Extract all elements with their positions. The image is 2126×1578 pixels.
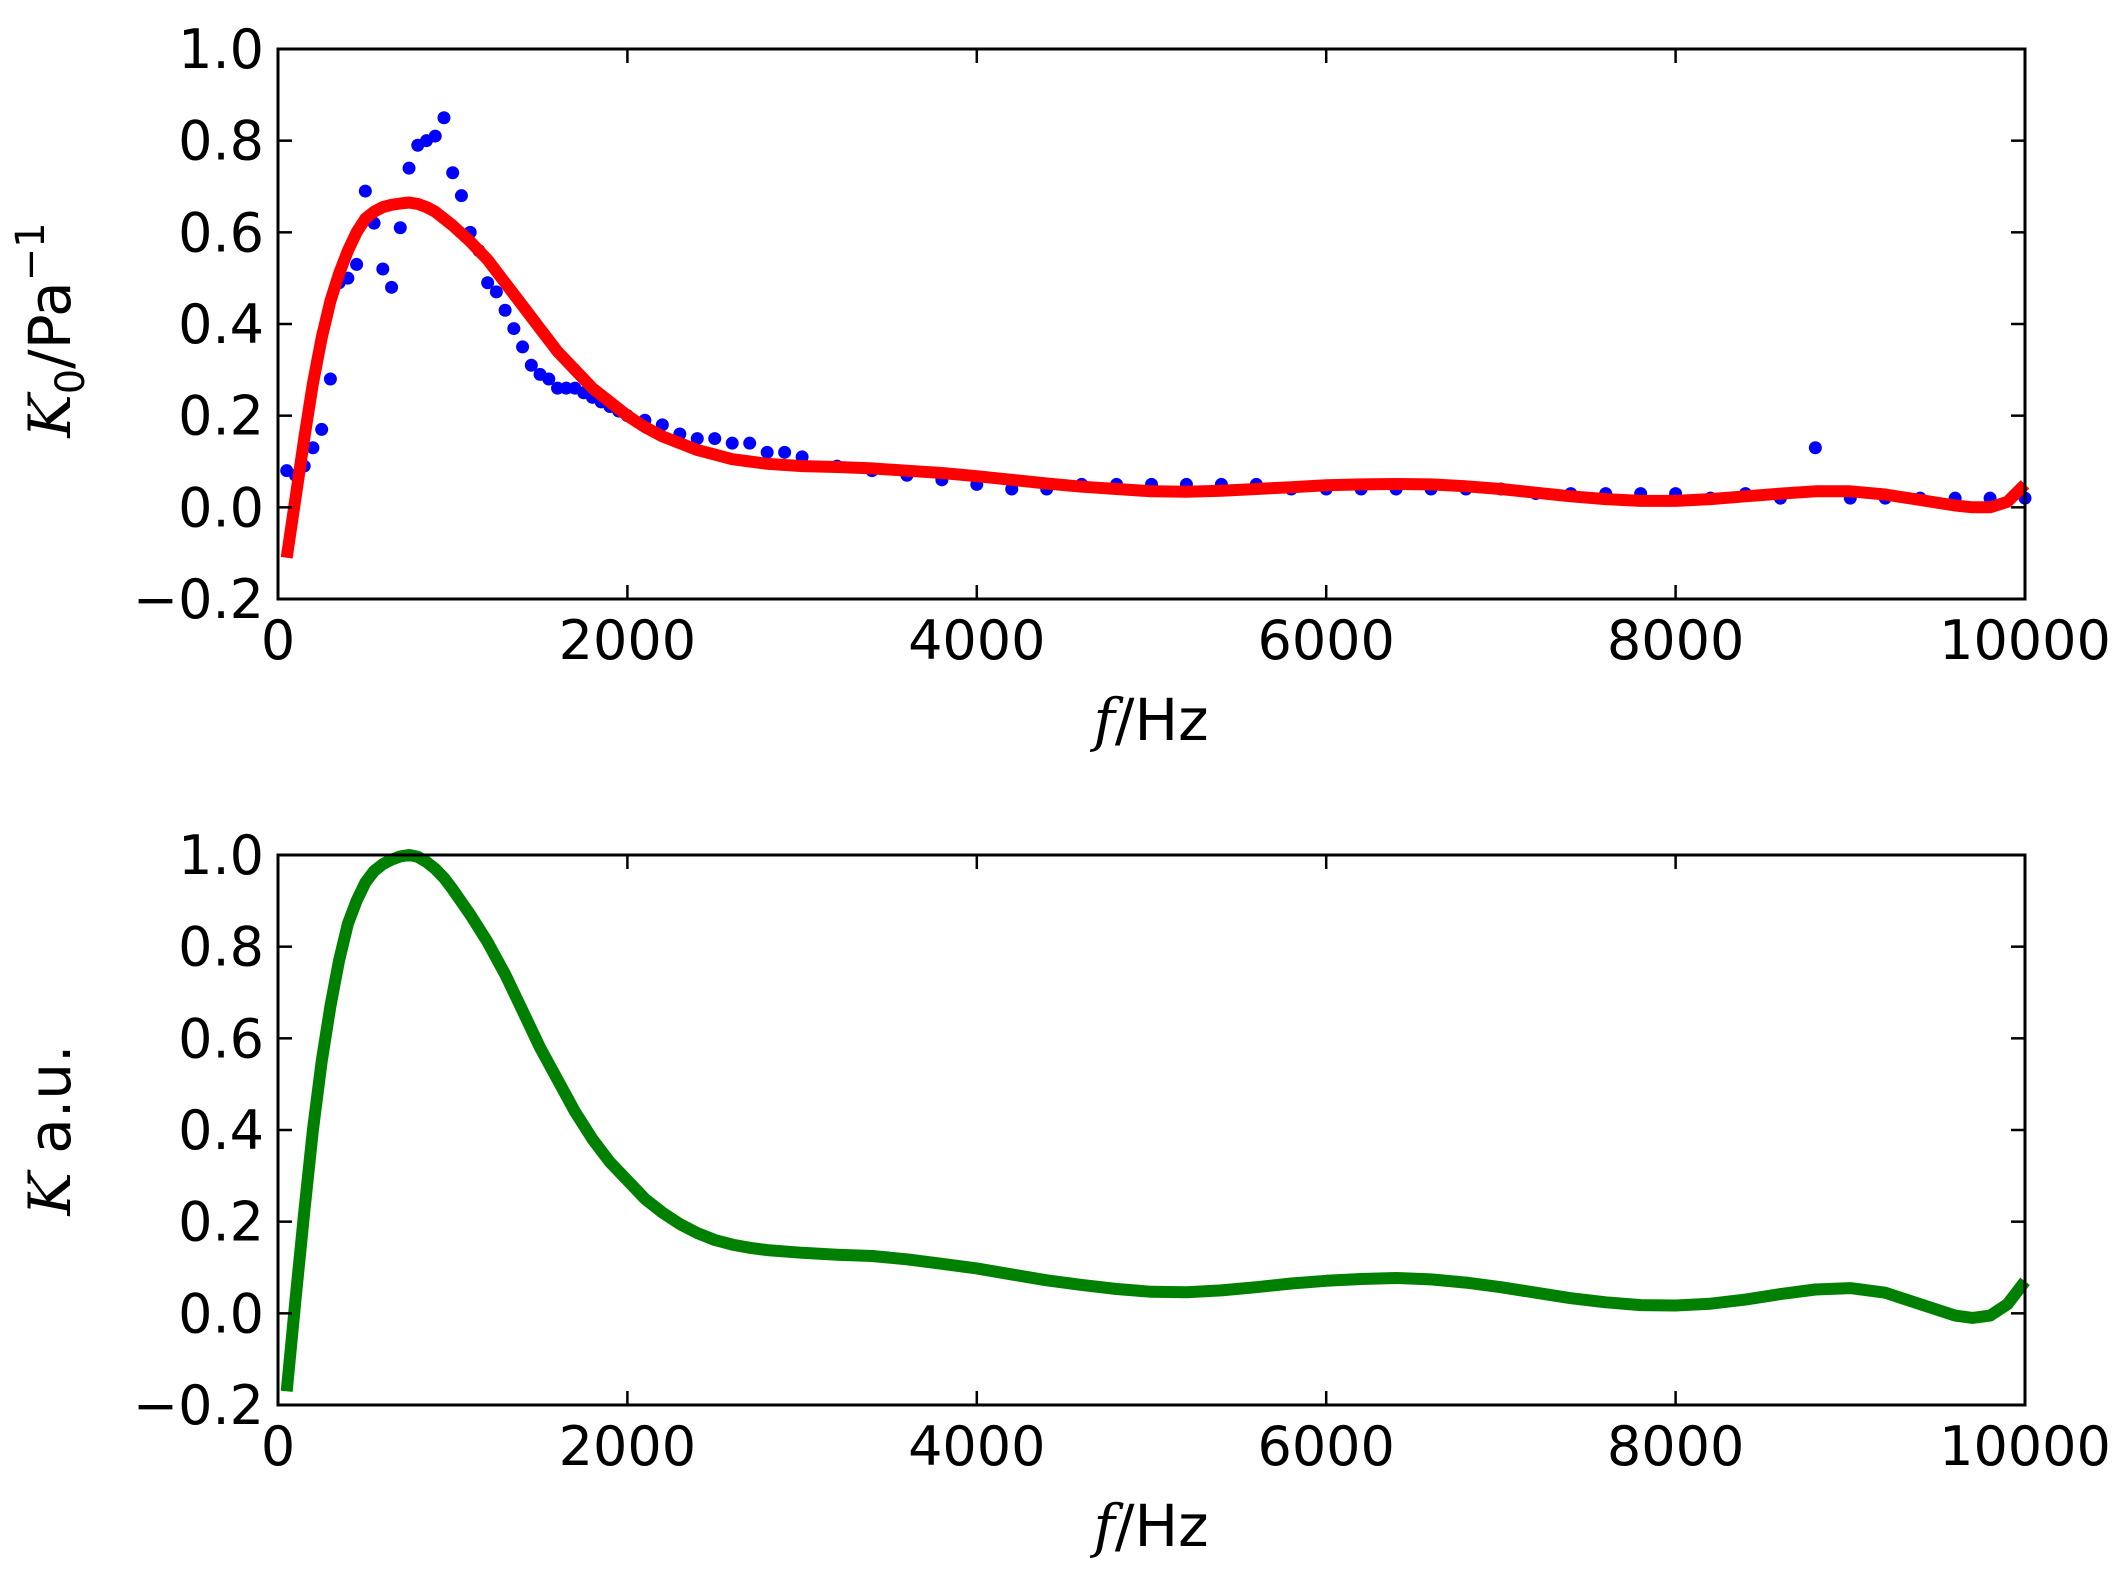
- bottom-y-tick-label: 0.0: [178, 1282, 264, 1345]
- bottom-x-tick-label: 2000: [559, 1415, 696, 1478]
- top-y-tick-label: 0.0: [178, 476, 264, 539]
- bottom-y-label-unit: a.u.: [16, 1045, 84, 1173]
- top-y-label-subscript: 0: [48, 369, 94, 394]
- top-x-axis-label: f/Hz: [1089, 686, 1208, 754]
- top-x-tick-label: 10000: [1939, 609, 2111, 672]
- top-data-point: [446, 166, 460, 180]
- top-data-point: [725, 436, 739, 450]
- bottom-y-tick-label: 1.0: [178, 824, 264, 887]
- top-x-tick-label: 6000: [1257, 609, 1394, 672]
- bottom-axis-ticks: 0 2000 4000 6000 8000 10000 −0.2 0.0 0.2 0.4 0.6 0.…: [133, 824, 2111, 1478]
- bottom-y-tick-label: −0.2: [133, 1374, 264, 1437]
- top-data-point: [350, 257, 364, 271]
- top-data-point: [385, 280, 399, 294]
- top-y-label-superscript: −1: [8, 222, 54, 281]
- top-data-point: [778, 445, 792, 459]
- top-y-tick-label: −0.2: [133, 568, 264, 631]
- top-x-label-unit: /Hz: [1115, 686, 1209, 754]
- top-y-axis-label: K0/Pa−1: [8, 222, 94, 438]
- top-x-tick-label: 4000: [908, 609, 1045, 672]
- top-data-point: [315, 422, 329, 436]
- top-data-point: [489, 285, 503, 299]
- bottom-x-tick-label: 0: [261, 1415, 295, 1478]
- top-data-point: [454, 189, 468, 203]
- top-y-tick-label: 0.4: [178, 293, 264, 356]
- bottom-plot-frame: [276, 853, 2027, 1407]
- top-data-point: [481, 276, 495, 290]
- bottom-x-tick-label: 6000: [1257, 1415, 1394, 1478]
- top-data-point: [542, 372, 556, 386]
- top-data-point: [760, 445, 774, 459]
- top-x-tick-label: 0: [261, 609, 295, 672]
- bottom-y-tick-label: 0.4: [178, 1099, 264, 1162]
- top-data-point: [428, 129, 442, 143]
- bottom-plot-marks: [280, 849, 2030, 1392]
- top-data-point: [516, 340, 530, 354]
- top-y-tick-label: 0.8: [178, 110, 264, 173]
- bottom-y-tick-label: 0.2: [178, 1191, 264, 1254]
- top-data-point: [1808, 441, 1822, 455]
- bottom-x-tick-label: 4000: [908, 1415, 1045, 1478]
- bottom-panel: 0 2000 4000 6000 8000 10000 −0.2 0.0 0.2 0.4 0.6 0.…: [16, 824, 2111, 1560]
- top-data-point: [498, 303, 512, 317]
- top-plot-marks: [280, 111, 2032, 559]
- top-y-label-italic: K: [16, 391, 84, 439]
- top-data-point: [437, 111, 451, 125]
- bottom-x-axis-label: f/Hz: [1089, 1492, 1208, 1560]
- bottom-normalized-line: [280, 849, 2030, 1392]
- bottom-y-label-italic: K: [16, 1168, 84, 1216]
- top-data-point: [690, 432, 704, 446]
- bottom-y-tick-label: 0.8: [178, 916, 264, 979]
- top-data-point: [393, 221, 407, 235]
- top-data-point: [743, 436, 757, 450]
- top-y-tick-label: 0.2: [178, 385, 264, 448]
- top-y-label-unit: /Pa: [16, 281, 84, 368]
- top-panel: 0 2000 4000 6000 8000 10000 −0.2 0.0 0.2 0.4 0.6 0.…: [8, 18, 2111, 754]
- top-data-point: [358, 184, 372, 198]
- top-fit-line: [280, 196, 2030, 559]
- top-data-point: [507, 322, 521, 336]
- bottom-x-label-unit: /Hz: [1115, 1492, 1209, 1560]
- top-axis-ticks: 0 2000 4000 6000 8000 10000 −0.2 0.0 0.2 0.4 0.6 0.…: [133, 18, 2111, 672]
- top-y-tick-label: 0.6: [178, 201, 264, 264]
- top-data-point: [323, 372, 337, 386]
- top-x-tick-label: 2000: [559, 609, 696, 672]
- bottom-x-tick-label: 8000: [1607, 1415, 1744, 1478]
- top-data-point: [524, 358, 538, 372]
- top-data-point: [306, 441, 320, 455]
- bottom-y-axis-label: K a.u.: [16, 1045, 84, 1217]
- top-data-point: [708, 432, 722, 446]
- top-data-point: [376, 262, 390, 276]
- top-data-point: [402, 161, 416, 175]
- top-y-tick-label: 1.0: [178, 18, 264, 81]
- top-x-tick-label: 8000: [1607, 609, 1744, 672]
- bottom-y-tick-label: 0.6: [178, 1007, 264, 1070]
- bottom-x-tick-label: 10000: [1939, 1415, 2111, 1478]
- top-plot-frame: [276, 47, 2027, 601]
